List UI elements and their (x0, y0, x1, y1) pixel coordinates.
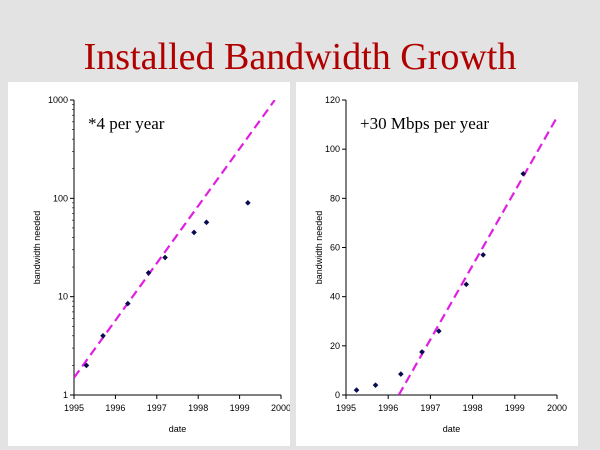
y-tick-label: 40 (330, 292, 340, 302)
data-point (419, 349, 425, 355)
y-tick-label: 1000 (48, 95, 68, 105)
x-axis-title: date (169, 424, 187, 434)
data-point (100, 332, 106, 339)
x-tick-label: 1995 (336, 403, 356, 413)
y-tick-label: 120 (325, 95, 340, 105)
y-tick-label: 0 (335, 390, 340, 400)
trend-line (74, 100, 276, 379)
x-tick-label: 1996 (378, 403, 398, 413)
y-tick-label: 100 (325, 144, 340, 154)
x-tick-label: 1998 (188, 403, 208, 413)
log-scale-chart: 1 10 100 1000 1995 1996 1997 1998 1999 2000 date ba… (32, 95, 290, 434)
x-axis-title: date (443, 424, 461, 434)
x-tick-label: 1999 (505, 403, 525, 413)
y-tick-label: 10 (58, 292, 68, 302)
x-tick-label: 1997 (147, 403, 167, 413)
trend-line (397, 116, 557, 395)
data-point (436, 328, 442, 334)
right-chart-panel: 0 20 40 60 80 100 120 1995 1996 1997 1998 1999 2000 d… (296, 82, 578, 446)
x-tick-label: 1998 (463, 403, 483, 413)
y-axis-title: bandwidth needed (314, 211, 324, 285)
data-point (162, 254, 168, 261)
data-point (245, 200, 251, 206)
y-tick-label: 20 (330, 341, 340, 351)
data-point (83, 362, 90, 369)
data-point (191, 229, 197, 236)
linear-scale-chart: 0 20 40 60 80 100 120 1995 1996 1997 1998 1999 2000 d… (314, 95, 567, 434)
x-tick-label: 1997 (420, 403, 440, 413)
y-tick-label: 80 (330, 193, 340, 203)
x-tick-label: 2000 (271, 403, 290, 413)
x-tick-label: 2000 (547, 403, 567, 413)
y-tick-label: 60 (330, 243, 340, 253)
y-tick-label: 1 (63, 390, 68, 400)
x-tick-label: 1996 (105, 403, 125, 413)
growth-annotation: +30 Mbps per year (360, 114, 489, 133)
data-point (480, 252, 486, 258)
data-point (398, 371, 404, 377)
growth-annotation: *4 per year (88, 114, 165, 133)
left-chart-panel: 1 10 100 1000 1995 1996 1997 1998 1999 2000 date ba… (8, 82, 290, 446)
x-tick-label: 1995 (64, 403, 84, 413)
y-axis-title: bandwidth needed (32, 211, 42, 285)
data-point (372, 382, 379, 388)
x-tick-label: 1999 (230, 403, 250, 413)
data-point (463, 281, 470, 288)
y-tick-label: 100 (53, 193, 68, 203)
data-point (203, 219, 210, 226)
data-point (353, 387, 360, 393)
slide-title: Installed Bandwidth Growth (83, 36, 517, 78)
data-point (145, 269, 152, 276)
